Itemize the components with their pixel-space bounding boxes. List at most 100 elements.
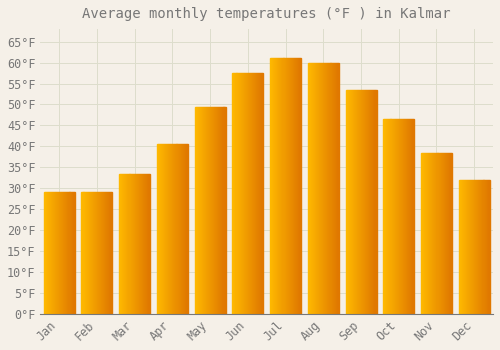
- Title: Average monthly temperatures (°F ) in Kalmar: Average monthly temperatures (°F ) in Ka…: [82, 7, 451, 21]
- Bar: [250, 73, 251, 314]
- Bar: [208, 106, 209, 314]
- Bar: [204, 106, 205, 314]
- Bar: [159, 144, 160, 314]
- Bar: [429, 153, 430, 314]
- Bar: [298, 58, 299, 314]
- Bar: [350, 90, 352, 314]
- Bar: [234, 73, 236, 314]
- Bar: [278, 58, 280, 314]
- Bar: [436, 153, 438, 314]
- Bar: [213, 106, 214, 314]
- Bar: [448, 153, 449, 314]
- Bar: [53, 193, 54, 314]
- Bar: [423, 153, 424, 314]
- Bar: [198, 106, 200, 314]
- Bar: [295, 58, 296, 314]
- Bar: [476, 180, 478, 314]
- Bar: [384, 119, 386, 314]
- Bar: [450, 153, 451, 314]
- Bar: [55, 193, 56, 314]
- Bar: [95, 193, 96, 314]
- Bar: [145, 174, 146, 314]
- Bar: [58, 193, 59, 314]
- Bar: [166, 144, 167, 314]
- Bar: [270, 58, 271, 314]
- Bar: [466, 180, 467, 314]
- Bar: [57, 193, 58, 314]
- Bar: [322, 63, 324, 314]
- Bar: [354, 90, 355, 314]
- Bar: [272, 58, 273, 314]
- Bar: [61, 193, 62, 314]
- Bar: [51, 193, 52, 314]
- Bar: [259, 73, 260, 314]
- Bar: [49, 193, 50, 314]
- Bar: [288, 58, 290, 314]
- Bar: [358, 90, 359, 314]
- Bar: [240, 73, 242, 314]
- Bar: [254, 73, 255, 314]
- Bar: [478, 180, 480, 314]
- Bar: [365, 90, 366, 314]
- Bar: [315, 63, 316, 314]
- Bar: [324, 63, 326, 314]
- Bar: [362, 90, 363, 314]
- Bar: [107, 193, 108, 314]
- Bar: [149, 174, 150, 314]
- Bar: [198, 106, 199, 314]
- Bar: [211, 106, 212, 314]
- Bar: [48, 193, 49, 314]
- Bar: [442, 153, 444, 314]
- Bar: [97, 193, 98, 314]
- Bar: [293, 58, 294, 314]
- Bar: [428, 153, 430, 314]
- Bar: [168, 144, 170, 314]
- Bar: [88, 193, 90, 314]
- Bar: [310, 63, 311, 314]
- Bar: [200, 106, 201, 314]
- Bar: [157, 144, 158, 314]
- Bar: [249, 73, 250, 314]
- Bar: [368, 90, 370, 314]
- Bar: [110, 193, 112, 314]
- Bar: [461, 180, 462, 314]
- Bar: [165, 144, 166, 314]
- Bar: [482, 180, 484, 314]
- Bar: [209, 106, 210, 314]
- Bar: [403, 119, 404, 314]
- Bar: [210, 106, 211, 314]
- Bar: [120, 174, 122, 314]
- Bar: [128, 174, 130, 314]
- Bar: [136, 174, 138, 314]
- Bar: [236, 73, 238, 314]
- Bar: [326, 63, 328, 314]
- Bar: [408, 119, 409, 314]
- Bar: [360, 90, 361, 314]
- Bar: [356, 90, 357, 314]
- Bar: [473, 180, 474, 314]
- Bar: [182, 144, 184, 314]
- Bar: [446, 153, 447, 314]
- Bar: [464, 180, 465, 314]
- Bar: [180, 144, 182, 314]
- Bar: [364, 90, 365, 314]
- Bar: [70, 193, 72, 314]
- Bar: [361, 90, 362, 314]
- Bar: [216, 106, 218, 314]
- Bar: [142, 174, 143, 314]
- Bar: [299, 58, 300, 314]
- Bar: [424, 153, 425, 314]
- Bar: [99, 193, 100, 314]
- Bar: [46, 193, 47, 314]
- Bar: [178, 144, 180, 314]
- Bar: [222, 106, 224, 314]
- Bar: [402, 119, 403, 314]
- Bar: [84, 193, 86, 314]
- Bar: [132, 174, 134, 314]
- Bar: [72, 193, 74, 314]
- Bar: [458, 180, 460, 314]
- Bar: [139, 174, 140, 314]
- Bar: [255, 73, 256, 314]
- Bar: [292, 58, 293, 314]
- Bar: [161, 144, 162, 314]
